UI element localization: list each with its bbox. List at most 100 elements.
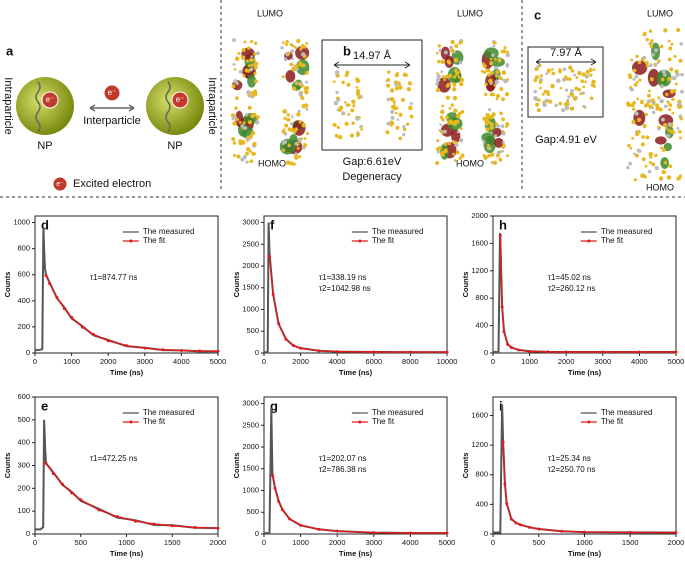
atom — [297, 137, 302, 142]
atom — [303, 137, 307, 141]
atom — [577, 87, 582, 92]
atom — [390, 110, 395, 114]
atom — [249, 58, 254, 63]
atom — [580, 79, 585, 84]
atom — [541, 92, 545, 96]
atom — [254, 120, 260, 125]
atom — [485, 119, 490, 123]
atom — [677, 102, 682, 107]
legend-marker — [587, 239, 591, 243]
fit-point — [518, 523, 522, 527]
atom — [534, 75, 539, 80]
fit-point — [445, 531, 449, 535]
atom — [403, 127, 407, 132]
panel-label: a — [6, 43, 14, 58]
atom — [289, 122, 294, 126]
fit-point — [81, 325, 85, 329]
annotation: τ1=45.02 ns — [548, 273, 591, 282]
y-tick-label: 3000 — [242, 399, 259, 408]
atom — [505, 50, 510, 54]
atom — [346, 82, 351, 87]
fit-point — [445, 350, 449, 354]
atom — [299, 47, 303, 51]
atom — [458, 156, 462, 161]
atom — [253, 52, 257, 56]
atom — [394, 111, 398, 115]
atom — [460, 40, 464, 44]
atom — [454, 43, 459, 48]
atom — [283, 57, 288, 62]
fit-point — [528, 349, 532, 353]
atom — [355, 116, 360, 121]
atom — [564, 75, 568, 79]
fit-point — [628, 530, 632, 534]
fit-point — [408, 531, 412, 535]
atom — [409, 102, 413, 106]
legend-text: The measured — [143, 227, 195, 236]
distance-label: 14.97 Å — [353, 49, 392, 62]
distance-label: 7.97 Å — [550, 46, 582, 59]
atom — [592, 84, 596, 88]
atom — [489, 61, 494, 66]
fit-point — [509, 517, 513, 521]
atom — [298, 61, 303, 66]
atom — [640, 100, 644, 105]
atom — [644, 60, 649, 65]
annotation: τ1=338.19 ns — [319, 273, 366, 282]
atom — [493, 57, 497, 61]
atom — [445, 74, 450, 79]
atom — [634, 74, 639, 79]
atom — [649, 44, 654, 49]
atom — [574, 86, 579, 91]
series-line — [271, 475, 447, 534]
fit-point — [60, 482, 64, 486]
y-tick-label: 200 — [17, 322, 30, 331]
atom — [664, 126, 668, 130]
x-tick-label: 0 — [262, 538, 266, 547]
atom — [648, 89, 651, 93]
atom — [480, 69, 484, 73]
wavy-arrow — [165, 81, 171, 133]
atom — [645, 64, 650, 68]
atom — [454, 140, 458, 144]
atom — [443, 149, 448, 154]
atom — [653, 48, 659, 53]
fit-point — [637, 350, 641, 354]
atom — [504, 92, 510, 97]
intraparticle-label: Intraparticle — [2, 77, 14, 134]
x-tick-label: 10000 — [437, 357, 458, 366]
atom — [332, 80, 336, 84]
atom — [252, 152, 257, 156]
electron-label: e⁻ — [56, 181, 64, 188]
atom — [298, 82, 303, 86]
atom — [485, 113, 490, 118]
atom — [457, 75, 461, 79]
atom — [351, 121, 355, 125]
atom — [493, 41, 497, 45]
atom — [663, 28, 668, 33]
atom — [386, 83, 391, 88]
atom — [655, 103, 660, 108]
atom — [632, 68, 637, 73]
y-axis-label: Counts — [3, 453, 12, 479]
lumo-label: LUMO — [257, 8, 283, 18]
atom — [482, 70, 487, 74]
atom — [484, 92, 488, 97]
atom — [405, 122, 410, 126]
fit-point — [267, 254, 271, 258]
atom — [400, 97, 405, 102]
panel-label: c — [534, 7, 541, 22]
atom — [584, 74, 590, 79]
atom — [630, 87, 634, 92]
y-tick-label: 100 — [17, 506, 30, 515]
fit-point — [79, 498, 83, 502]
y-tick-label: 800 — [475, 470, 488, 479]
atom — [588, 67, 593, 73]
fit-point — [335, 350, 339, 354]
x-axis-label: Time (ns) — [110, 368, 144, 377]
x-tick-label: 1000 — [521, 357, 538, 366]
fit-point — [498, 234, 502, 238]
atom — [447, 142, 452, 146]
atom — [460, 109, 465, 114]
atom — [245, 59, 249, 63]
